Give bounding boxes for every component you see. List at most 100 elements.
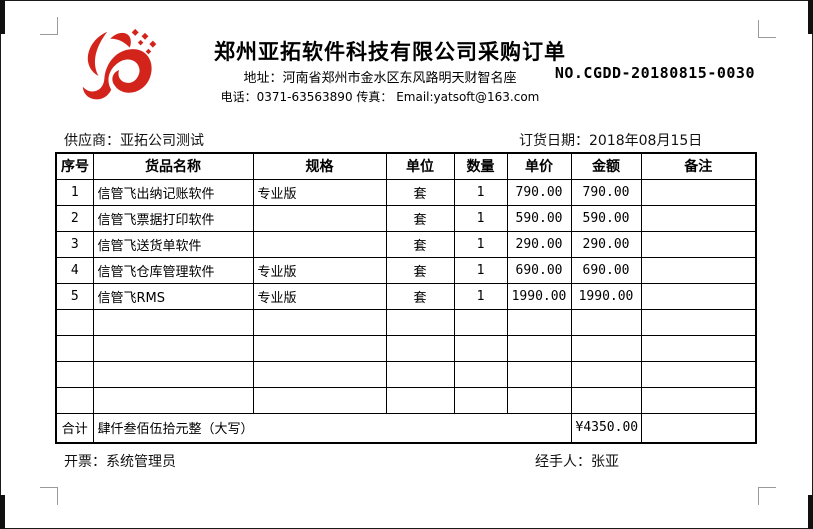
registration-bar-bottom-right (808, 495, 813, 529)
table-row: 5 信管飞RMS 专业版 套 1 1990.00 1990.00 (55, 282, 757, 310)
total-label-cell: 合计 (55, 412, 94, 444)
cell-index: 1 (55, 178, 94, 206)
cell-spec (252, 360, 387, 388)
cell-index (55, 334, 94, 362)
cell-index (55, 308, 94, 336)
cell-qty (453, 308, 508, 336)
col-header-index: 序号 (55, 152, 94, 180)
cell-amount: 690.00 (570, 256, 642, 284)
table-row-empty (55, 308, 757, 336)
cell-index: 3 (55, 230, 94, 258)
cell-qty (453, 334, 508, 362)
cell-amount (570, 308, 642, 336)
registration-bar-top-right (808, 0, 813, 34)
total-note-cell (640, 412, 757, 444)
supplier-field: 供应商：亚拓公司测试 (64, 133, 204, 149)
amount-in-words-cell: 肆仟叁佰伍拾元整（大写） (92, 412, 572, 444)
cell-qty: 1 (453, 178, 508, 206)
table-row: 3 信管飞送货单软件 套 1 290.00 290.00 (55, 230, 757, 258)
cell-name (92, 360, 254, 388)
cell-note (640, 334, 757, 362)
registration-bar-bottom-left (0, 495, 5, 529)
cell-note (640, 230, 757, 258)
cell-name: 信管飞出纳记账软件 (92, 178, 254, 206)
company-address: 地址：河南省郑州市金水区东风路明天财智名座 (243, 71, 517, 86)
cell-amount (570, 386, 642, 414)
table-row-empty (55, 334, 757, 362)
registration-bar-top-left (0, 0, 5, 34)
cell-price (506, 360, 572, 388)
cell-name: 信管飞RMS (92, 282, 254, 310)
table-row: 1 信管飞出纳记账软件 专业版 套 1 790.00 790.00 (55, 178, 757, 206)
cell-index: 4 (55, 256, 94, 284)
cell-name: 信管飞票据打印软件 (92, 204, 254, 232)
cell-index: 5 (55, 282, 94, 310)
table-row-empty (55, 386, 757, 414)
order-date-field: 订货日期：2018年08月15日 (519, 133, 703, 149)
document-title: 郑州亚拓软件科技有限公司采购订单 (214, 40, 566, 64)
cell-spec: 专业版 (252, 256, 387, 284)
col-header-unit: 单位 (385, 152, 455, 180)
cell-note (640, 282, 757, 310)
crop-mark-top-right (758, 20, 776, 38)
cell-amount: 1990.00 (570, 282, 642, 310)
total-amount-cell: ¥4350.00 (570, 412, 642, 444)
cell-spec (252, 308, 387, 336)
cell-amount: 290.00 (570, 230, 642, 258)
cell-price (506, 308, 572, 336)
cell-index (55, 386, 94, 414)
cell-spec: 专业版 (252, 282, 387, 310)
cell-note (640, 256, 757, 284)
table-row: 4 信管飞仓库管理软件 专业版 套 1 690.00 690.00 (55, 256, 757, 284)
cell-note (640, 360, 757, 388)
cell-qty: 1 (453, 230, 508, 258)
cell-price (506, 386, 572, 414)
cell-unit (385, 386, 455, 414)
cell-qty: 1 (453, 256, 508, 284)
issuer-field: 开票：系统管理员 (64, 454, 176, 470)
cell-name (92, 334, 254, 362)
cell-unit: 套 (385, 256, 455, 284)
cell-unit (385, 334, 455, 362)
table-row: 2 信管飞票据打印软件 套 1 590.00 590.00 (55, 204, 757, 232)
cell-unit: 套 (385, 282, 455, 310)
company-contact: 电话：0371-63563890 传真： Email:yatsoft@163.c… (220, 90, 540, 104)
cell-unit: 套 (385, 230, 455, 258)
col-header-note: 备注 (640, 152, 757, 180)
cell-name (92, 386, 254, 414)
table-total-row: 合计 肆仟叁佰伍拾元整（大写） ¥4350.00 (55, 412, 757, 444)
col-header-price: 单价 (506, 152, 572, 180)
table-header-row: 序号 货品名称 规格 单位 数量 单价 金额 备注 (55, 152, 757, 180)
cell-qty (453, 386, 508, 414)
col-header-name: 货品名称 (92, 152, 254, 180)
table-row-empty (55, 360, 757, 388)
cell-unit: 套 (385, 204, 455, 232)
cell-note (640, 178, 757, 206)
cell-spec: 专业版 (252, 178, 387, 206)
order-number: NO.CGDD-20180815-0030 (554, 64, 755, 82)
cell-price (506, 334, 572, 362)
cell-amount: 790.00 (570, 178, 642, 206)
cell-unit: 套 (385, 178, 455, 206)
cell-qty: 1 (453, 204, 508, 232)
cell-spec (252, 230, 387, 258)
crop-mark-top-left (40, 17, 58, 35)
cell-spec (252, 386, 387, 414)
cell-name: 信管飞仓库管理软件 (92, 256, 254, 284)
col-header-amount: 金额 (570, 152, 642, 180)
cell-note (640, 386, 757, 414)
cell-spec (252, 204, 387, 232)
cell-index: 2 (55, 204, 94, 232)
cell-unit (385, 360, 455, 388)
cell-price: 290.00 (506, 230, 572, 258)
cell-name: 信管飞送货单软件 (92, 230, 254, 258)
cell-price: 690.00 (506, 256, 572, 284)
cell-qty: 1 (453, 282, 508, 310)
cell-name (92, 308, 254, 336)
company-logo-icon (82, 28, 157, 100)
cell-index (55, 360, 94, 388)
cell-price: 1990.00 (506, 282, 572, 310)
cell-amount (570, 360, 642, 388)
crop-mark-bottom-right (758, 487, 776, 505)
